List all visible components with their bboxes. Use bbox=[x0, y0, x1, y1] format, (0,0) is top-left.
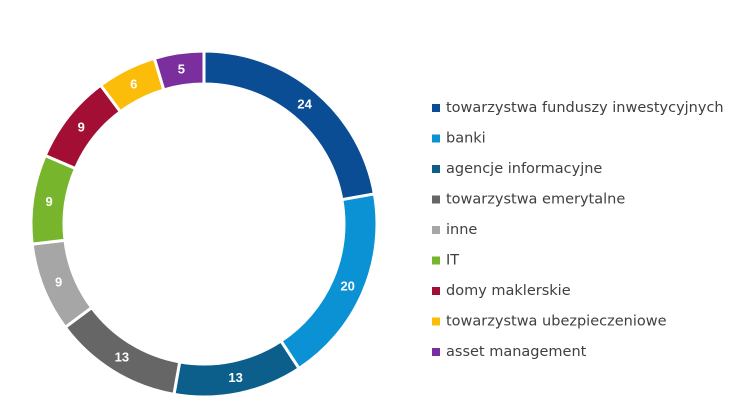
legend-swatch bbox=[432, 348, 440, 356]
legend-swatch bbox=[432, 256, 440, 265]
value-label-towarzystwa-emerytalne: 13 bbox=[115, 350, 129, 365]
legend-swatch bbox=[432, 317, 440, 326]
legend: towarzystwa funduszy inwestycyjnych banki… bbox=[432, 100, 724, 360]
legend-swatch bbox=[432, 226, 440, 234]
slice-value-labels: 24 20 13 13 9 9 9 6 5 bbox=[46, 62, 355, 385]
legend-label: towarzystwa emerytalne bbox=[446, 192, 625, 208]
legend-swatch bbox=[432, 165, 440, 173]
legend-item-domy-maklerskie: domy maklerskie bbox=[432, 283, 571, 299]
legend-item-inne: inne bbox=[432, 222, 477, 238]
legend-item-it: IT bbox=[432, 253, 459, 269]
slice-asset-management bbox=[152, 49, 206, 92]
legend-swatch bbox=[432, 134, 440, 143]
value-label-towarzystwa-ubezpieczeniowe: 6 bbox=[130, 77, 137, 92]
legend-label: towarzystwa ubezpieczeniowe bbox=[446, 314, 667, 330]
legend-label: asset management bbox=[446, 344, 587, 360]
legend-label: banki bbox=[446, 131, 486, 147]
value-label-asset-management: 5 bbox=[178, 62, 185, 77]
legend-item-towarzystwa-emerytalne: towarzystwa emerytalne bbox=[432, 192, 625, 208]
value-label-domy-maklerskie: 9 bbox=[78, 119, 85, 134]
value-label-inne: 9 bbox=[55, 274, 62, 289]
legend-label: IT bbox=[446, 253, 459, 269]
legend-label: domy maklerskie bbox=[446, 283, 571, 299]
value-label-agencje-informacyjne: 13 bbox=[228, 370, 242, 385]
legend-item-towarzystwa-funduszy-inwestycyjnych: towarzystwa funduszy inwestycyjnych bbox=[432, 100, 724, 116]
legend-item-towarzystwa-ubezpieczeniowe: towarzystwa ubezpieczeniowe bbox=[432, 314, 667, 330]
value-label-banki: 20 bbox=[340, 278, 354, 293]
slice-banki bbox=[278, 192, 379, 371]
legend-label: inne bbox=[446, 222, 477, 238]
slice-towarzystwa-funduszy-inwestycyjnych bbox=[202, 49, 377, 202]
legend-label: agencje informacyjne bbox=[446, 161, 602, 177]
legend-item-agencje-informacyjne: agencje informacyjne bbox=[432, 161, 602, 177]
legend-item-asset-management: asset management bbox=[432, 344, 587, 360]
slice-it bbox=[29, 153, 78, 246]
value-label-towarzystwa-funduszy-inwestycyjnych: 24 bbox=[297, 97, 312, 112]
legend-swatch bbox=[432, 195, 440, 204]
legend-swatch bbox=[432, 104, 440, 112]
legend-label: towarzystwa funduszy inwestycyjnych bbox=[446, 100, 724, 116]
legend-item-banki: banki bbox=[432, 131, 486, 147]
value-label-it: 9 bbox=[46, 194, 53, 209]
legend-swatch bbox=[432, 287, 440, 295]
donut-slices bbox=[29, 49, 379, 399]
